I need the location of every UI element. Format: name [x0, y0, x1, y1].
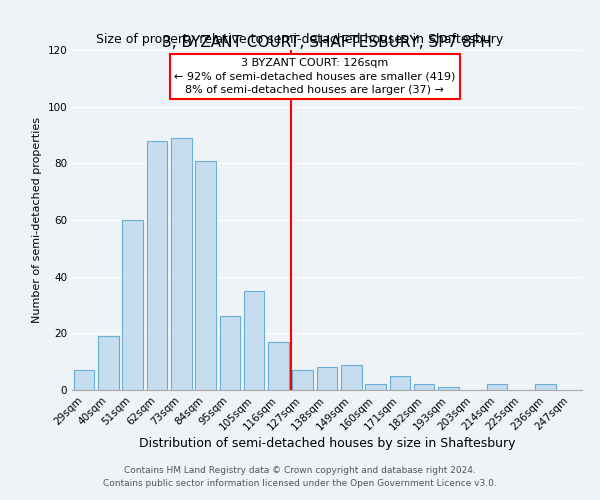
Bar	[365, 384, 386, 390]
Bar	[438, 387, 459, 390]
Bar	[220, 316, 240, 390]
Bar	[122, 220, 143, 390]
Bar	[74, 370, 94, 390]
Bar	[98, 336, 119, 390]
Bar	[146, 140, 167, 390]
Title: 3, BYZANT COURT, SHAFTESBURY, SP7 8FH: 3, BYZANT COURT, SHAFTESBURY, SP7 8FH	[162, 35, 492, 50]
Bar	[341, 364, 362, 390]
Bar	[317, 368, 337, 390]
Bar	[292, 370, 313, 390]
Bar	[535, 384, 556, 390]
Bar	[244, 291, 265, 390]
Text: Contains HM Land Registry data © Crown copyright and database right 2024.
Contai: Contains HM Land Registry data © Crown c…	[103, 466, 497, 487]
Bar	[171, 138, 191, 390]
Text: 3 BYZANT COURT: 126sqm
← 92% of semi-detached houses are smaller (419)
8% of sem: 3 BYZANT COURT: 126sqm ← 92% of semi-det…	[174, 58, 455, 95]
X-axis label: Distribution of semi-detached houses by size in Shaftesbury: Distribution of semi-detached houses by …	[139, 438, 515, 450]
Y-axis label: Number of semi-detached properties: Number of semi-detached properties	[32, 117, 42, 323]
Bar	[195, 160, 216, 390]
Bar	[487, 384, 508, 390]
Bar	[414, 384, 434, 390]
Text: Size of property relative to semi-detached houses in Shaftesbury: Size of property relative to semi-detach…	[97, 32, 503, 46]
Bar	[389, 376, 410, 390]
Bar	[268, 342, 289, 390]
